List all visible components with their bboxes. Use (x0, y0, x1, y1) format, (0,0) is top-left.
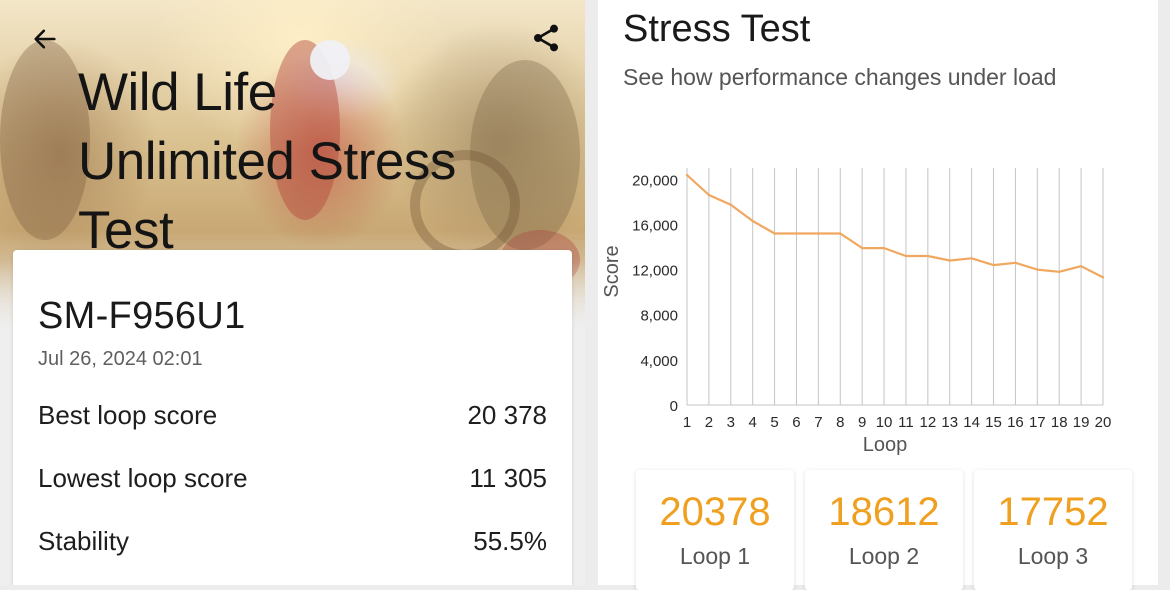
stat-label: Best loop score (38, 400, 218, 430)
back-button[interactable] (26, 20, 64, 58)
score-point (795, 232, 798, 235)
x-axis-title: Loop (863, 434, 908, 456)
x-tick-label: 4 (749, 414, 757, 431)
stat-value: 55.5% (473, 526, 547, 556)
share-icon (534, 24, 558, 52)
stat-value: 11 305 (469, 463, 547, 493)
loop-score: 17752 (997, 490, 1109, 534)
device-name: SM-F956U1 (38, 295, 246, 337)
y-tick-label: 20,000 (632, 172, 678, 189)
section-title: Stress Test (623, 8, 811, 50)
result-card: SM-F956U1 Jul 26, 2024 02:01 Best loop s… (13, 250, 572, 585)
score-point (1101, 276, 1105, 279)
score-point (685, 173, 689, 177)
x-tick-label: 9 (858, 414, 866, 431)
x-tick-label: 12 (919, 414, 936, 431)
stat-row-stability: Stability 55.5% (38, 526, 547, 557)
x-tick-label: 20 (1095, 414, 1112, 431)
stat-label: Stability (38, 526, 130, 556)
stat-value: 20 378 (467, 400, 547, 430)
score-point (1036, 268, 1039, 271)
score-line (686, 174, 1104, 279)
test-title: Wild Life Unlimited Stress Test (78, 58, 456, 265)
y-tick-label: 0 (670, 398, 678, 415)
loop-card[interactable]: 17752 Loop 3 (974, 470, 1132, 590)
x-tick-label: 15 (985, 414, 1002, 431)
y-tick-label: 12,000 (632, 263, 678, 280)
y-tick-label: 16,000 (632, 217, 678, 234)
x-tick-label: 18 (1051, 414, 1068, 431)
score-point (751, 219, 754, 223)
share-button[interactable] (526, 18, 566, 58)
score-point (1079, 264, 1083, 268)
score-point (970, 257, 973, 260)
score-point (882, 246, 886, 250)
loop-label: Loop 1 (679, 543, 751, 569)
loop-label: Loop 2 (848, 543, 920, 569)
score-point (839, 232, 842, 235)
test-title-line: Wild Life (78, 63, 277, 122)
loop-score: 18612 (828, 490, 940, 534)
loop-card[interactable]: 20378 Loop 1 (636, 470, 794, 590)
score-point (817, 232, 820, 235)
x-tick-label: 11 (898, 414, 914, 431)
score-point (1014, 261, 1017, 264)
x-tick-label: 6 (792, 414, 800, 431)
loop-card[interactable]: 18612 Loop 2 (805, 470, 963, 590)
x-tick-label: 14 (963, 414, 980, 431)
score-point (773, 232, 776, 235)
score-point (860, 246, 864, 250)
arrow-back-icon (34, 29, 56, 49)
result-panel: Wild Life Unlimited Stress Test SM-F956U… (0, 0, 585, 585)
score-point (729, 203, 732, 206)
y-axis-title: Score (601, 245, 623, 297)
x-tick-label: 3 (727, 414, 735, 431)
score-point (992, 263, 995, 267)
stat-row-lowest: Lowest loop score 11 305 (38, 463, 547, 494)
score-point (948, 259, 951, 262)
stress-test-panel: Stress Test See how performance changes … (598, 0, 1158, 590)
y-tick-label: 8,000 (640, 308, 678, 325)
section-subtitle: See how performance changes under load (623, 64, 1057, 90)
test-date: Jul 26, 2024 02:01 (38, 348, 203, 370)
x-tick-label: 1 (683, 414, 691, 431)
x-tick-label: 13 (941, 414, 958, 431)
x-tick-label: 16 (1007, 414, 1024, 431)
test-title-line: Unlimited Stress (78, 132, 456, 191)
x-tick-label: 17 (1029, 414, 1046, 431)
loop-score: 20378 (659, 490, 771, 534)
score-point (707, 193, 711, 197)
score-point (926, 254, 930, 258)
y-tick-label: 4,000 (640, 353, 678, 370)
score-point (1058, 270, 1061, 274)
stat-label: Lowest loop score (38, 463, 248, 493)
score-point (904, 254, 908, 258)
x-tick-label: 2 (705, 414, 713, 431)
x-tick-label: 10 (876, 414, 893, 431)
x-tick-label: 8 (836, 414, 844, 431)
x-tick-label: 5 (770, 414, 778, 431)
x-tick-label: 19 (1073, 414, 1090, 431)
stat-row-best: Best loop score 20 378 (38, 400, 547, 431)
x-tick-label: 7 (814, 414, 822, 431)
loop-label: Loop 3 (1017, 543, 1089, 569)
